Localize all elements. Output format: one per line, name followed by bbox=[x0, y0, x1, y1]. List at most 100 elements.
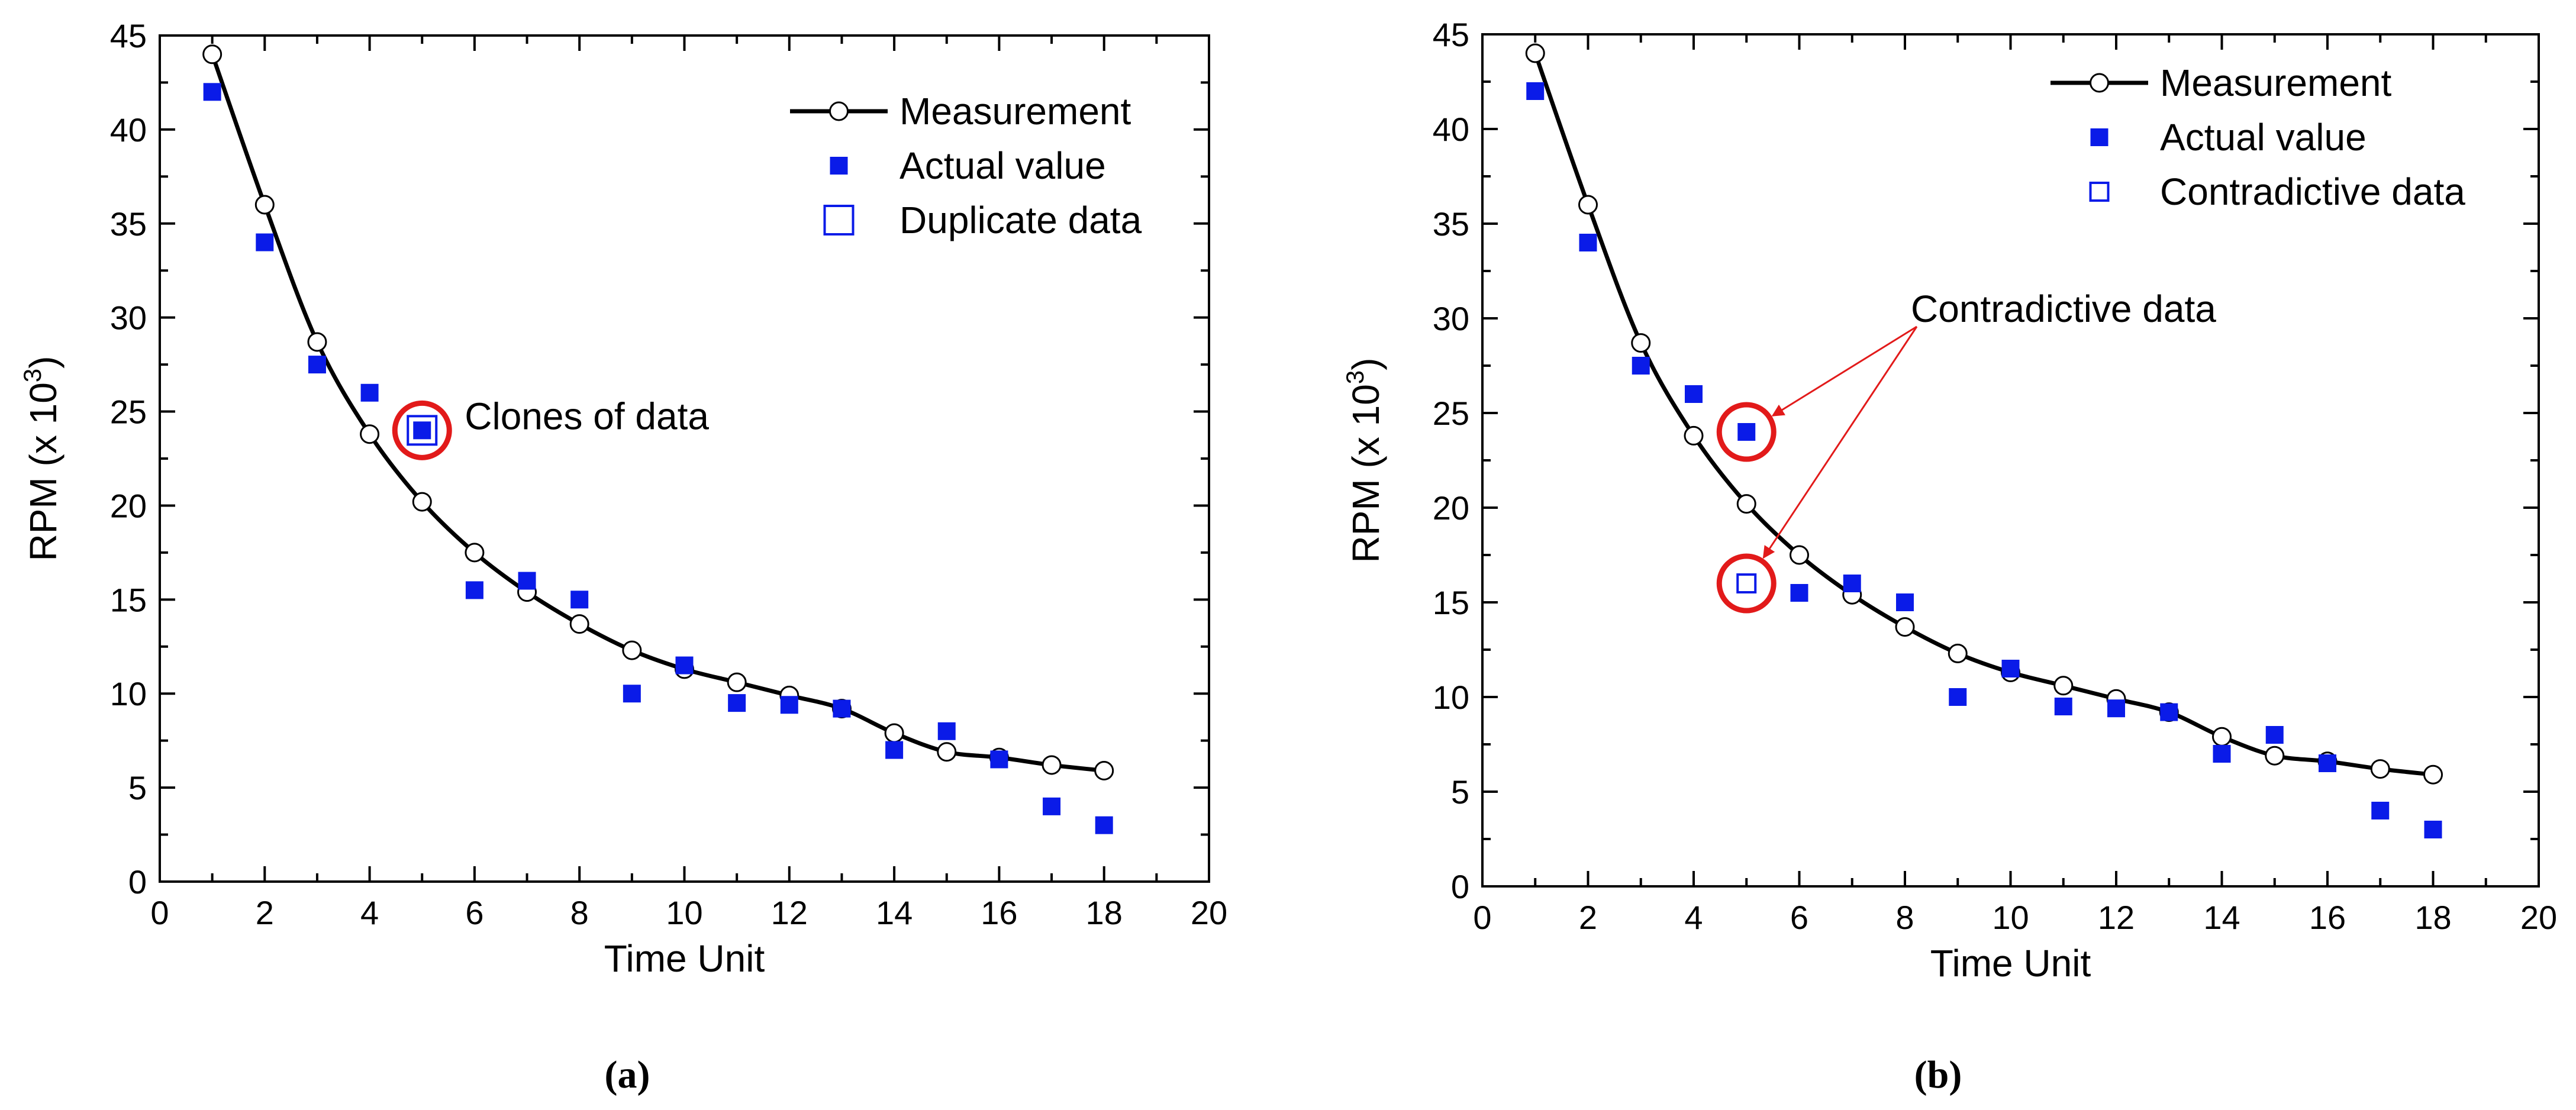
actual-value-point bbox=[2054, 698, 2072, 715]
y-tick-label: 25 bbox=[1433, 395, 1469, 432]
x-tick-label: 14 bbox=[876, 894, 913, 931]
legend: Measurement Actual value Duplicate data bbox=[790, 90, 1142, 241]
x-tick-label: 20 bbox=[2520, 899, 2557, 936]
actual-value-point bbox=[1685, 385, 1703, 403]
actual-value-point bbox=[2265, 726, 2284, 744]
actual-value-point bbox=[465, 581, 483, 599]
y-tick-label: 25 bbox=[110, 393, 147, 431]
measurement-point bbox=[622, 640, 642, 660]
panel-caption: (b) bbox=[1914, 1053, 1962, 1096]
x-tick-label: 6 bbox=[1790, 899, 1808, 936]
x-axis-title: Time Unit bbox=[1930, 942, 2091, 985]
x-tick-label: 8 bbox=[1895, 899, 1914, 936]
x-tick-label: 10 bbox=[666, 894, 702, 931]
y-tick-label: 0 bbox=[128, 863, 147, 901]
measurement-point bbox=[2053, 676, 2074, 696]
y-tick-label: 20 bbox=[110, 487, 147, 524]
x-tick-label: 2 bbox=[256, 894, 274, 931]
y-tick-label: 35 bbox=[110, 205, 147, 243]
x-tick-label: 0 bbox=[150, 894, 169, 931]
measurement-point bbox=[569, 614, 589, 634]
measurement-point bbox=[1684, 425, 1704, 446]
actual-value-point bbox=[360, 383, 379, 402]
x-tick-label: 6 bbox=[465, 894, 483, 931]
legend-circle-symbol bbox=[2090, 73, 2109, 93]
measurement-point bbox=[2423, 764, 2443, 785]
actual-value-point bbox=[1095, 816, 1113, 834]
y-tick-label: 10 bbox=[1433, 679, 1469, 716]
y-axis-title-main: RPM (x 10 bbox=[1345, 384, 1387, 563]
x-tick-label: 4 bbox=[1684, 899, 1703, 936]
actual-value-point bbox=[833, 699, 851, 718]
actual-value-point bbox=[885, 741, 904, 759]
actual-value-point bbox=[570, 591, 589, 609]
highlight-circle bbox=[392, 400, 452, 460]
y-tick-label: 15 bbox=[1433, 584, 1469, 621]
measurement-point bbox=[884, 723, 904, 743]
legend-label: Contradictive data bbox=[2160, 170, 2465, 213]
annotation-arrow bbox=[1771, 325, 1917, 417]
annotation-text: Clones of data bbox=[465, 395, 709, 437]
measurement-point bbox=[307, 332, 327, 352]
y-axis-title-sup: 3 bbox=[18, 369, 46, 382]
measurement-point bbox=[1525, 43, 1545, 63]
legend-circle-symbol bbox=[829, 101, 849, 121]
x-tick-label: 16 bbox=[981, 894, 1017, 931]
measurement-point bbox=[2212, 727, 2232, 747]
y-tick-label: 30 bbox=[1433, 300, 1469, 337]
actual-value-point bbox=[518, 572, 536, 590]
measurement-point bbox=[360, 424, 380, 444]
actual-value-point bbox=[1790, 584, 1808, 602]
legend-label: Measurement bbox=[899, 90, 1131, 133]
measurement-point bbox=[412, 492, 432, 512]
actual-value-point bbox=[1896, 593, 1914, 611]
measurement-point bbox=[727, 672, 747, 692]
legend-filled-square-symbol bbox=[830, 157, 848, 175]
y-tick-label: 45 bbox=[1433, 16, 1469, 53]
actual-value-point bbox=[1526, 82, 1545, 100]
actual-value-point bbox=[2371, 802, 2390, 819]
y-tick-label: 5 bbox=[1451, 773, 1469, 811]
actual-value-point bbox=[780, 696, 798, 714]
plot-frame bbox=[1481, 33, 2540, 888]
actual-value-point bbox=[413, 421, 431, 440]
y-tick-label: 0 bbox=[1451, 868, 1469, 905]
y-axis-title: RPM (x 103) bbox=[1341, 358, 1387, 563]
x-tick-label: 4 bbox=[360, 894, 379, 931]
x-tick-label: 12 bbox=[771, 894, 808, 931]
measurement-point bbox=[2370, 759, 2390, 779]
y-tick-label: 45 bbox=[110, 17, 147, 54]
measurement-point bbox=[1790, 545, 1809, 565]
actual-value-point bbox=[728, 694, 746, 712]
y-tick-label: 15 bbox=[110, 581, 147, 618]
highlight-circle bbox=[1716, 553, 1777, 614]
x-tick-label: 8 bbox=[570, 894, 589, 931]
actual-value-point bbox=[1737, 423, 1756, 441]
highlight-circle bbox=[1716, 402, 1777, 462]
actual-value-point bbox=[1632, 357, 1650, 375]
x-tick-label: 12 bbox=[2098, 899, 2135, 936]
actual-value-point bbox=[2213, 745, 2231, 763]
actual-value-point bbox=[308, 356, 326, 374]
actual-value-point bbox=[937, 722, 956, 740]
measurement-line bbox=[1533, 52, 2433, 777]
x-tick-label: 0 bbox=[1473, 899, 1491, 936]
y-tick-label: 20 bbox=[1433, 489, 1469, 527]
actual-value-point bbox=[1043, 797, 1061, 815]
measurement-point bbox=[1895, 617, 1915, 637]
actual-value-point bbox=[2319, 754, 2336, 772]
measurement-point bbox=[465, 543, 485, 563]
chart-panel-a: 0 2 4 6 8 10 12 14 16 18 20 0 5 10 15 20 25 30 35 40 45 Time … bbox=[18, 17, 1227, 1096]
legend-open-square-symbol bbox=[2089, 182, 2110, 202]
legend-label: Duplicate data bbox=[899, 199, 1142, 241]
y-tick-label: 35 bbox=[1433, 205, 1469, 243]
y-axis-title-close: ) bbox=[22, 356, 65, 369]
legend-filled-square-symbol bbox=[2090, 128, 2108, 146]
measurement-point bbox=[937, 742, 957, 762]
y-axis-title: RPM (x 103) bbox=[18, 356, 65, 562]
x-tick-label: 14 bbox=[2203, 899, 2240, 936]
measurement-point bbox=[1094, 761, 1114, 781]
x-tick-label: 16 bbox=[2309, 899, 2346, 936]
measurement-point bbox=[1631, 333, 1651, 353]
annotation-arrow bbox=[1762, 326, 1918, 559]
